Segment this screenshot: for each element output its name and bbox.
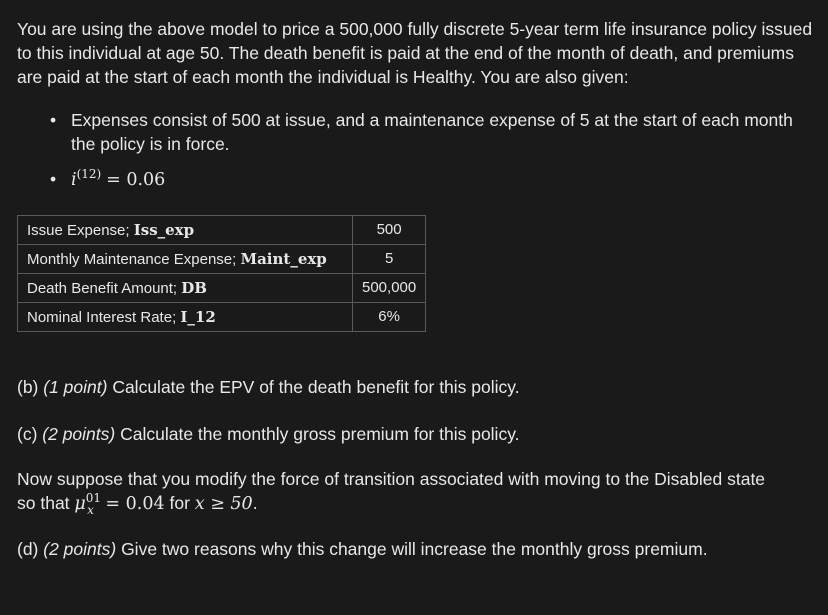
question-b-points: (1 point) xyxy=(43,377,108,397)
interest-superscript: (12) xyxy=(76,167,102,182)
parameter-name: Nominal Interest Rate; xyxy=(27,308,181,326)
modification-paragraph: Now suppose that you modify the force of… xyxy=(17,467,817,516)
parameter-value: 500,000 xyxy=(351,273,427,303)
table-row: Monthly Maintenance Expense; Maint_exp 5 xyxy=(17,244,427,274)
table-row: Death Benefit Amount; DB 500,000 xyxy=(17,273,427,303)
parameter-label: Issue Expense; Iss_exp xyxy=(17,215,353,245)
modification-prefix: so that xyxy=(17,493,75,513)
question-b-text: Calculate the EPV of the death benefit f… xyxy=(107,377,520,397)
question-b: (b) (1 point) Calculate the EPV of the d… xyxy=(17,375,520,399)
question-c: (c) (2 points) Calculate the monthly gro… xyxy=(17,422,520,446)
age-condition: x ≥ 50 xyxy=(194,494,253,514)
parameter-value: 500 xyxy=(351,215,427,245)
parameter-label: Nominal Interest Rate; I_12 xyxy=(17,302,353,332)
question-c-text: Calculate the monthly gross premium for … xyxy=(115,424,520,444)
parameter-label: Death Benefit Amount; DB xyxy=(17,273,353,303)
question-d-text: Give two reasons why this change will in… xyxy=(116,539,708,559)
question-d-label: (d) xyxy=(17,539,44,559)
intro-paragraph: You are using the above model to price a… xyxy=(17,19,813,87)
parameter-name: Monthly Maintenance Expense; xyxy=(27,250,241,268)
parameter-symbol: Iss_exp xyxy=(133,220,195,239)
parameter-value: 5 xyxy=(351,244,427,274)
parameter-name: Issue Expense; xyxy=(27,221,134,239)
question-d: (d) (2 points) Give two reasons why this… xyxy=(17,537,708,561)
list-item: • Expenses consist of 500 at issue, and … xyxy=(0,108,828,156)
parameter-value: 6% xyxy=(351,302,427,332)
question-b-label: (b) xyxy=(17,377,44,397)
mu-value: = 0.04 xyxy=(99,494,165,514)
table-row: Issue Expense; Iss_exp 500 xyxy=(17,215,427,245)
bullet-icon: • xyxy=(50,169,57,189)
mu-symbol: μ xyxy=(74,494,86,514)
list-item: • i(12) = 0.06 xyxy=(0,167,828,192)
expenses-text: Expenses consist of 500 at issue, and a … xyxy=(71,110,793,154)
parameter-name: Death Benefit Amount; xyxy=(27,279,182,297)
parameter-label: Monthly Maintenance Expense; Maint_exp xyxy=(17,244,353,274)
parameter-symbol: I_12 xyxy=(180,307,216,326)
table-row: Nominal Interest Rate; I_12 6% xyxy=(17,302,427,332)
question-d-points: (2 points) xyxy=(43,539,117,559)
bullet-icon: • xyxy=(50,110,57,130)
mu-superscript: 01 xyxy=(85,491,102,506)
parameter-symbol: Maint_exp xyxy=(240,249,327,268)
parameters-table: Issue Expense; Iss_exp 500 Monthly Mainten… xyxy=(17,215,427,332)
parameter-symbol: DB xyxy=(181,278,207,297)
for-text: for xyxy=(164,493,195,513)
interest-value: = 0.06 xyxy=(106,170,166,190)
question-c-points: (2 points) xyxy=(42,424,116,444)
question-c-label: (c) xyxy=(17,424,43,444)
modification-line1: Now suppose that you modify the force of… xyxy=(17,469,766,489)
given-list: • Expenses consist of 500 at issue, and … xyxy=(0,108,828,192)
interest-symbol: i xyxy=(71,170,77,190)
period: . xyxy=(252,493,258,513)
mu-subscript: x xyxy=(87,502,94,517)
